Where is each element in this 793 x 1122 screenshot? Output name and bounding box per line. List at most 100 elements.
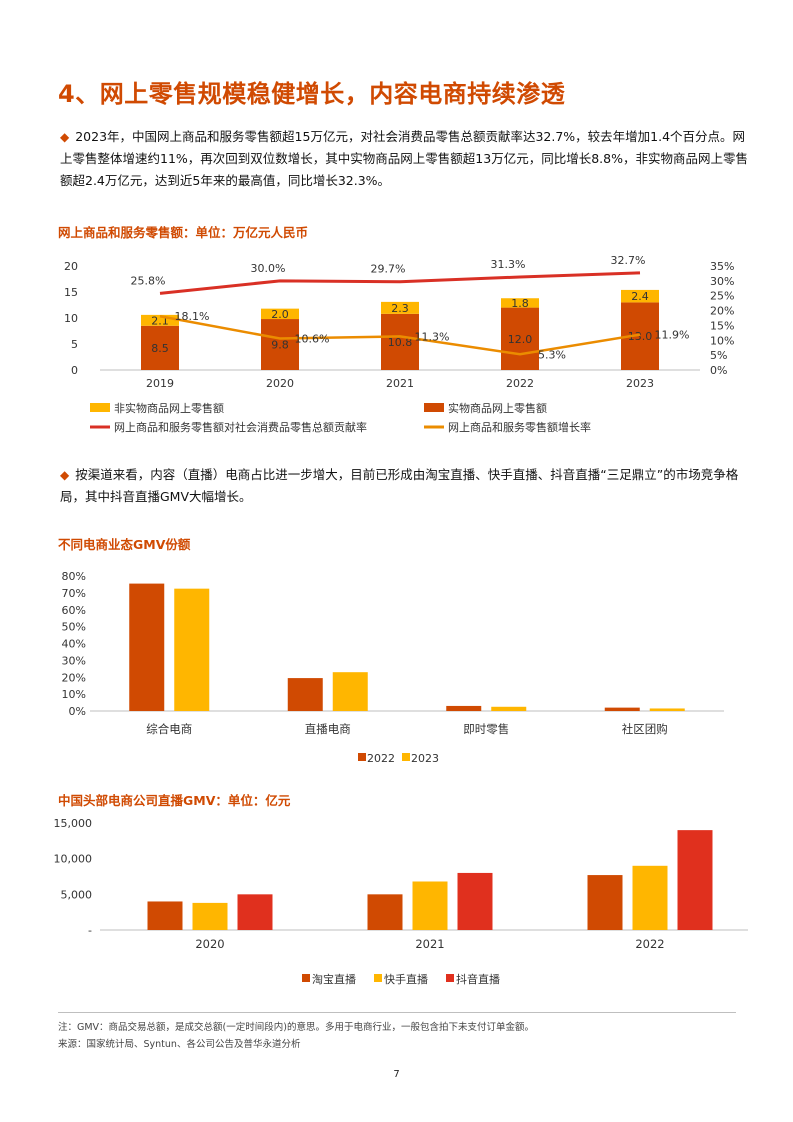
bar-nonphysical bbox=[621, 289, 659, 303]
y-tick-label: 40% bbox=[62, 638, 86, 651]
y-tick-label: 30% bbox=[62, 654, 86, 667]
y-tick-label: 0 bbox=[71, 364, 78, 377]
bar-data-label: 8.5 bbox=[151, 342, 169, 355]
line-data-label: 29.7% bbox=[371, 263, 406, 276]
line-data-label: 18.1% bbox=[175, 310, 210, 323]
y-tick-label: 20 bbox=[64, 260, 78, 273]
bar-nonphysical bbox=[381, 301, 419, 314]
bar-data-label: 2.0 bbox=[271, 308, 289, 321]
bar-抖音直播 bbox=[677, 830, 713, 930]
y2-tick-label: 0% bbox=[710, 364, 727, 377]
y-tick-label: 60% bbox=[62, 604, 86, 617]
bar-2022 bbox=[604, 707, 640, 711]
y-tick-label: 80% bbox=[62, 570, 86, 583]
legend-label: 快手直播 bbox=[384, 972, 428, 986]
paragraph-1-text: 2023年，中国网上商品和服务零售额超15万亿元，对社会消费品零售总额贡献率达3… bbox=[60, 129, 748, 188]
legend-swatch bbox=[302, 974, 310, 982]
chart3-title: 中国头部电商公司直播GMV：单位：亿元 bbox=[58, 793, 291, 808]
legend-label: 抖音直播 bbox=[456, 972, 500, 986]
y-tick-label: 20% bbox=[62, 671, 86, 684]
line-data-label: 30.0% bbox=[251, 262, 286, 275]
bar-淘宝直播 bbox=[367, 894, 403, 930]
bullet-diamond-icon: ◆ bbox=[60, 468, 70, 482]
line-data-label: 25.8% bbox=[131, 274, 166, 287]
growth-rate-line bbox=[159, 314, 641, 356]
bar-2022 bbox=[129, 583, 165, 711]
bar-physical bbox=[381, 313, 419, 370]
chart-gmv-share: 0% 10% 20% 30% 40% 50% 60% 70% 80% 综合电商 直播电商 即时零售 社区… bbox=[62, 570, 724, 765]
bar-2022 bbox=[287, 678, 323, 711]
y2-tick-label: 35% bbox=[710, 260, 734, 273]
y2-tick-label: 10% bbox=[710, 334, 734, 347]
legend-swatch bbox=[374, 974, 382, 982]
bar-2023 bbox=[491, 706, 527, 711]
line-data-label: 31.3% bbox=[491, 258, 526, 271]
y-tick-label: 10,000 bbox=[54, 853, 93, 866]
bar-data-label: 13.0 bbox=[628, 330, 653, 343]
bar-nonphysical bbox=[141, 314, 179, 326]
legend-label: 2022 bbox=[367, 752, 395, 765]
y2-tick-label: 15% bbox=[710, 319, 734, 332]
legend-swatch bbox=[424, 403, 444, 412]
x-tick-label: 2019 bbox=[146, 377, 174, 390]
chart2-title: 不同电商业态GMV份额 bbox=[58, 537, 191, 552]
contribution-rate-line bbox=[159, 271, 641, 295]
y-tick-label: 10% bbox=[62, 688, 86, 701]
bar-快手直播 bbox=[412, 881, 448, 930]
y-tick-label: 5,000 bbox=[61, 888, 93, 901]
y-tick-label: - bbox=[88, 924, 92, 937]
bar-抖音直播 bbox=[237, 894, 273, 930]
y2-tick-label: 30% bbox=[710, 275, 734, 288]
line-data-label: 32.7% bbox=[611, 254, 646, 267]
bar-快手直播 bbox=[192, 902, 228, 930]
x-tick-label: 2021 bbox=[386, 377, 414, 390]
bar-抖音直播 bbox=[457, 872, 493, 930]
line-data-label: 10.6% bbox=[295, 333, 330, 346]
chart-livestream-gmv: - 5,000 10,000 15,000 2020 2021 2022 淘宝直播 快手直播 抖音… bbox=[54, 817, 748, 986]
bar-data-label: 1.8 bbox=[511, 297, 529, 310]
y2-tick-label: 5% bbox=[710, 349, 727, 362]
y-tick-label: 10 bbox=[64, 312, 78, 325]
bar-2022 bbox=[446, 705, 482, 711]
y2-tick-label: 20% bbox=[710, 305, 734, 318]
paragraph-channels: ◆ 按渠道来看，内容（直播）电商占比进一步增大，目前已形成由淘宝直播、快手直播、抖… bbox=[60, 464, 750, 508]
paragraph-2-text: 按渠道来看，内容（直播）电商占比进一步增大，目前已形成由淘宝直播、快手直播、抖音… bbox=[60, 467, 739, 504]
page-number: 7 bbox=[393, 1069, 400, 1080]
x-tick-label: 即时零售 bbox=[463, 722, 509, 736]
bar-data-label: 2.4 bbox=[631, 290, 649, 303]
x-tick-label: 社区团购 bbox=[622, 722, 668, 736]
legend-swatch bbox=[358, 753, 366, 761]
bar-淘宝直播 bbox=[147, 901, 183, 930]
x-tick-label: 综合电商 bbox=[146, 722, 192, 736]
footnote-divider bbox=[58, 1012, 736, 1013]
y-tick-label: 0% bbox=[69, 705, 86, 718]
legend-label: 非实物商品网上零售额 bbox=[114, 401, 224, 415]
legend-swatch bbox=[90, 403, 110, 412]
chart1-title: 网上商品和服务零售额：单位：万亿元人民币 bbox=[58, 225, 309, 240]
footnote: 注：GMV：商品交易总额，是成交总额(一定时间段内)的意思。多用于电商行业，一般… bbox=[58, 1022, 534, 1033]
line-data-label: 11.9% bbox=[655, 329, 690, 342]
bar-nonphysical bbox=[501, 298, 539, 308]
x-tick-label: 2022 bbox=[506, 377, 534, 390]
x-tick-label: 2021 bbox=[415, 937, 444, 951]
line-data-label: 11.3% bbox=[415, 330, 450, 343]
x-tick-label: 2023 bbox=[626, 377, 654, 390]
y-tick-label: 70% bbox=[62, 587, 86, 600]
bar-data-label: 2.3 bbox=[391, 302, 409, 315]
chart-online-retail-sales: 051015200%5%10%15%20%25%30%35%8.52.12019… bbox=[64, 254, 734, 434]
legend-label: 网上商品和服务零售额增长率 bbox=[448, 420, 591, 434]
x-tick-label: 2022 bbox=[635, 937, 664, 951]
y-tick-label: 15 bbox=[64, 286, 78, 299]
bar-data-label: 9.8 bbox=[271, 339, 289, 352]
bar-2023 bbox=[174, 588, 210, 711]
legend-swatch bbox=[446, 974, 454, 982]
y-tick-label: 50% bbox=[62, 621, 86, 634]
legend-swatch bbox=[402, 753, 410, 761]
legend-label: 网上商品和服务零售额对社会消费品零售总额贡献率 bbox=[114, 420, 367, 434]
y-tick-label: 15,000 bbox=[54, 817, 93, 830]
bar-快手直播 bbox=[632, 865, 668, 930]
legend-label: 2023 bbox=[411, 752, 439, 765]
bullet-diamond-icon: ◆ bbox=[60, 130, 70, 144]
bar-data-label: 10.8 bbox=[388, 336, 413, 349]
y-tick-label: 5 bbox=[71, 338, 78, 351]
